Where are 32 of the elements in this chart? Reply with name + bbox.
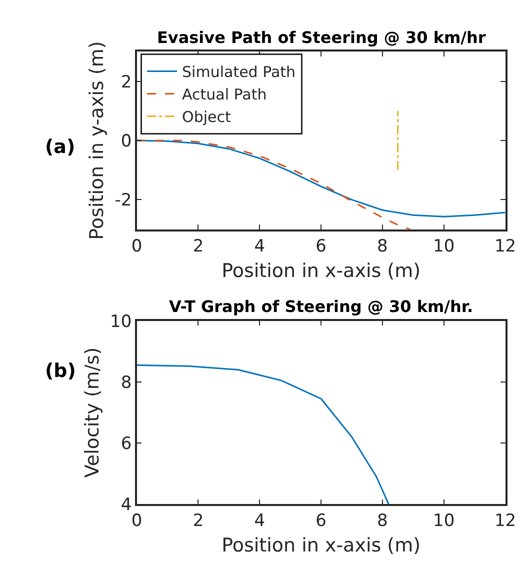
x-tick-label: 4: [254, 236, 266, 256]
y-axis-title: Velocity (m/s): [81, 347, 104, 478]
x-tick-label: 12: [494, 236, 516, 256]
y-axis-title: Position in y-axis (m): [86, 41, 108, 240]
line-series: [136, 364, 390, 504]
y-tick-label: 8: [120, 372, 132, 393]
legend-label: Simulated Path: [182, 63, 296, 82]
x-axis-title: Position in x-axis (m): [222, 260, 421, 282]
chart-title: V-T Graph of Steering @ 30 km/hr.: [169, 297, 474, 316]
x-tick-label: 2: [192, 511, 204, 532]
y-tick-label: 4: [120, 495, 132, 516]
x-tick-label: 10: [433, 236, 455, 256]
legend-label: Actual Path: [182, 86, 267, 104]
x-axis-title: Position in x-axis (m): [222, 534, 421, 557]
x-tick-label: 4: [254, 511, 266, 532]
chart-title: Evasive Path of Steering @ 30 km/hr: [157, 28, 486, 47]
y-tick-label: -2: [114, 190, 132, 211]
x-tick-label: 6: [316, 511, 326, 532]
x-tick-label: 6: [316, 236, 326, 256]
line-series: [136, 140, 411, 230]
text: (b): [45, 360, 76, 382]
y-tick-label: 0: [120, 131, 132, 152]
x-tick-label: 12: [494, 511, 516, 532]
text: (a): [45, 136, 76, 158]
y-tick-label: 6: [120, 434, 132, 454]
y-tick-label: 2: [120, 72, 132, 92]
x-tick-label: 10: [433, 511, 455, 532]
x-tick-label: 8: [377, 236, 388, 256]
y-tick-label: 10: [110, 312, 132, 332]
legend-label: Object: [182, 108, 231, 126]
x-tick-label: 2: [192, 236, 204, 256]
x-tick-label: 8: [377, 511, 388, 532]
